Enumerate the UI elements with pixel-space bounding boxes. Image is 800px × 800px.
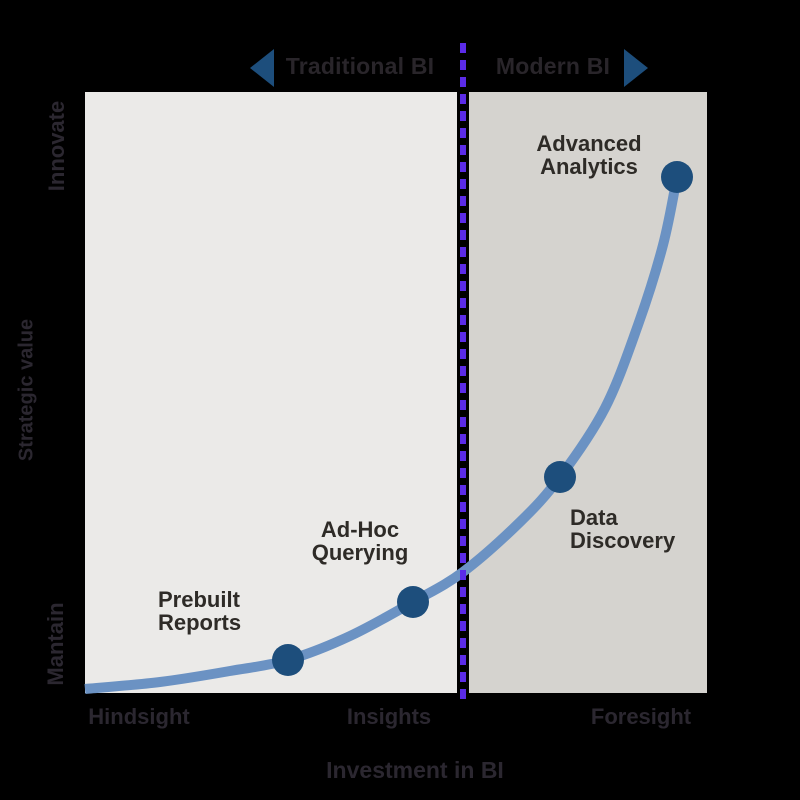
x-tick-hindsight: Hindsight — [88, 704, 190, 729]
milestone-label-line: Querying — [311, 540, 409, 565]
milestone-label-line: Prebuilt — [158, 587, 240, 612]
milestone-dot-1 — [397, 586, 429, 618]
milestone-dot-0 — [272, 644, 304, 676]
traditional-bi-zone — [85, 92, 457, 693]
milestone-dot-3 — [661, 161, 693, 193]
milestone-label-advanced-analytics: Advanced Analytics — [536, 132, 641, 178]
modern-bi-heading: Modern BI — [495, 53, 611, 79]
y-tick-innovate: Innovate — [44, 100, 69, 192]
milestone-label-data-discovery: Data Discovery — [570, 506, 675, 552]
zone-divider-dashed-line — [460, 43, 466, 700]
milestone-label-prebuilt-reports: Prebuilt Reports — [158, 588, 241, 634]
y-tick-mantain: Mantain — [43, 602, 68, 686]
milestone-label-line: Ad-Hoc — [320, 517, 400, 542]
milestone-label-adhoc-querying: Ad-Hoc Querying — [312, 518, 409, 564]
x-axis-title: Investment in BI — [326, 757, 504, 783]
milestone-dot-2 — [544, 461, 576, 493]
milestone-label-line: Discovery — [570, 528, 676, 553]
left-arrow-icon — [250, 49, 274, 87]
milestone-label-line: Advanced — [536, 131, 642, 156]
modern-bi-zone — [469, 92, 707, 693]
traditional-bi-heading: Traditional BI — [285, 53, 435, 79]
maturity-curve — [84, 176, 682, 694]
right-arrow-icon — [624, 49, 648, 87]
milestone-label-line: Data — [570, 505, 618, 530]
x-tick-insights: Insights — [346, 704, 432, 729]
milestone-label-line: Reports — [158, 610, 242, 635]
x-tick-foresight: Foresight — [590, 704, 692, 729]
milestone-label-line: Analytics — [540, 154, 638, 179]
y-axis-title: Strategic value — [15, 318, 38, 462]
